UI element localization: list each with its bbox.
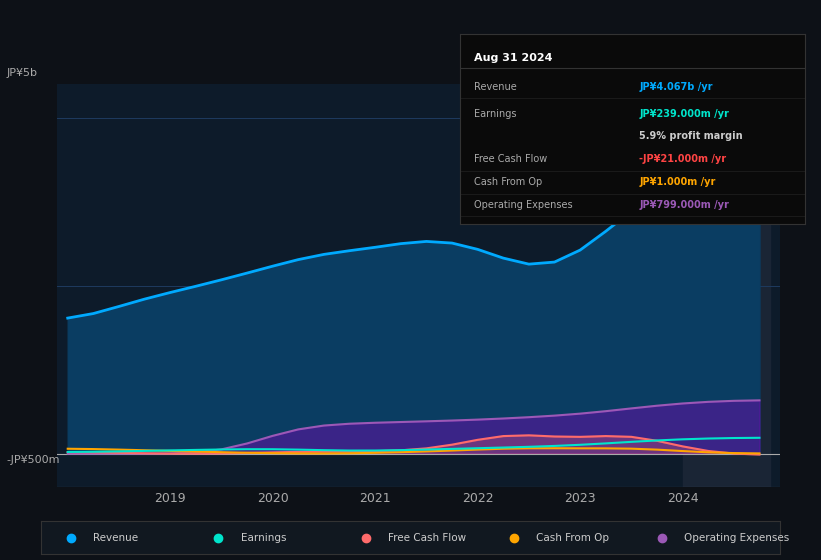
Text: Revenue: Revenue: [474, 82, 516, 92]
Text: Cash From Op: Cash From Op: [536, 533, 609, 543]
Bar: [682, 84, 770, 487]
Text: Earnings: Earnings: [474, 109, 516, 119]
Text: JP¥799.000m /yr: JP¥799.000m /yr: [639, 200, 729, 210]
Text: JP¥1.000m /yr: JP¥1.000m /yr: [639, 177, 715, 187]
Text: JP¥239.000m /yr: JP¥239.000m /yr: [639, 109, 729, 119]
Text: Aug 31 2024: Aug 31 2024: [474, 53, 552, 63]
Text: 5.9% profit margin: 5.9% profit margin: [639, 132, 743, 142]
Text: Cash From Op: Cash From Op: [474, 177, 542, 187]
Text: -JP¥500m: -JP¥500m: [7, 455, 61, 465]
Text: Earnings: Earnings: [241, 533, 286, 543]
Text: Free Cash Flow: Free Cash Flow: [388, 533, 466, 543]
Text: JP¥5b: JP¥5b: [7, 68, 38, 78]
Text: Free Cash Flow: Free Cash Flow: [474, 154, 547, 164]
Text: Revenue: Revenue: [93, 533, 138, 543]
Text: JP¥4.067b /yr: JP¥4.067b /yr: [639, 82, 713, 92]
Text: Operating Expenses: Operating Expenses: [684, 533, 789, 543]
Text: -JP¥21.000m /yr: -JP¥21.000m /yr: [639, 154, 727, 164]
Text: Operating Expenses: Operating Expenses: [474, 200, 572, 210]
